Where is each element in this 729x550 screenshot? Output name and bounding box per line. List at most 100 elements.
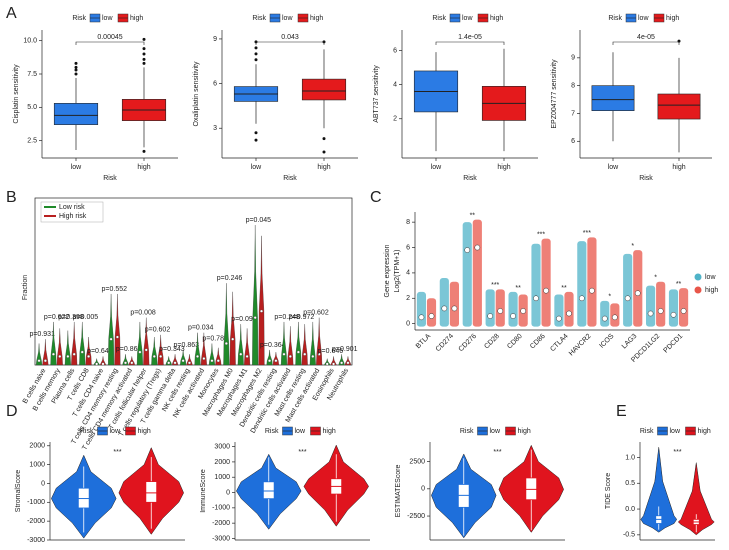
legend-label: high [323, 428, 336, 435]
mean-dot [566, 310, 572, 317]
median-dot [95, 362, 99, 366]
mean-dot [441, 305, 448, 312]
p-value: p=0.863 [174, 342, 200, 349]
mean-dot [680, 308, 687, 314]
point-cloud [623, 253, 633, 327]
x-tick-label: low [608, 164, 619, 171]
y-axis-label: EPZ004777 sensitivity [551, 59, 558, 129]
outlier [142, 149, 146, 153]
median-dot [101, 362, 105, 366]
point-cloud [554, 294, 564, 327]
bracket [255, 41, 325, 45]
legend-label: high [138, 428, 151, 435]
x-tick-label: low [71, 164, 82, 171]
median-dot [239, 352, 243, 356]
point-cloud [564, 291, 574, 327]
y-tick-label: 8 [571, 82, 575, 89]
median-dot [196, 354, 199, 358]
p-value: 0.043 [281, 34, 299, 41]
significance: ** [676, 281, 682, 288]
point-cloud [508, 291, 518, 327]
violin [200, 332, 207, 366]
point-cloud [646, 285, 656, 327]
point-cloud [426, 298, 437, 327]
violin [35, 343, 43, 366]
violin [143, 317, 150, 366]
significance: *** [537, 231, 545, 238]
y-tick-label: 8 [406, 219, 410, 226]
y-tick-label: 6 [393, 47, 397, 54]
median-dot [332, 362, 336, 366]
median-dot [260, 309, 263, 313]
y-tick-label: 7.5 [27, 71, 37, 78]
median-dot [288, 354, 292, 358]
y-tick-label: -2000 [27, 518, 45, 525]
mean-dot [589, 287, 595, 294]
mean-dot [624, 295, 631, 302]
mean-dot [611, 314, 618, 321]
point-cloud [449, 281, 459, 327]
mean-dot [601, 315, 608, 322]
y-tick-label: 0.0 [625, 506, 635, 513]
y-axis-label: ImmuneScore [200, 469, 207, 513]
violin [295, 321, 302, 366]
p-value: p=0.248 [274, 314, 300, 321]
outlier [74, 65, 78, 69]
x-tick-label: high [672, 164, 685, 171]
violin [79, 321, 86, 366]
y-tick-label: 5.0 [27, 104, 37, 111]
outlier [74, 72, 78, 76]
significance: ** [561, 285, 567, 292]
median-dot [303, 352, 307, 356]
legend-key [694, 273, 702, 281]
outlier [142, 52, 146, 56]
y-tick-label: 6 [213, 80, 217, 87]
point-cloud [462, 222, 472, 327]
median-dot [282, 352, 286, 356]
p-value: p=0.364 [260, 342, 286, 349]
mean-dot [634, 290, 641, 297]
y-axis-label: TIDE Score [605, 473, 612, 509]
y-tick-label: 7 [571, 110, 575, 117]
violin [56, 328, 63, 366]
p-value: p=0.622 [44, 314, 70, 321]
point-cloud [541, 238, 551, 327]
y-axis-label: Log2(TPM+1) [394, 250, 401, 293]
median-dot [173, 361, 177, 365]
violin [180, 349, 187, 366]
significance: *** [113, 449, 121, 456]
y-tick-label: -1000 [212, 505, 230, 512]
y-axis-label: ESTIMATEScore [395, 465, 402, 518]
median-dot [346, 361, 350, 365]
p-value: p=0.045 [246, 217, 272, 224]
violin [330, 356, 337, 366]
y-tick-label: 3000 [214, 443, 230, 450]
legend-label: low [490, 428, 501, 435]
violin [272, 352, 279, 366]
y-tick-label: 0 [421, 486, 425, 493]
significance: ** [515, 285, 521, 292]
outlier [322, 150, 326, 154]
median-dot [58, 354, 62, 358]
y-tick-label: -0.5 [623, 532, 635, 539]
significance: *** [673, 449, 681, 456]
outlier [254, 46, 258, 50]
significance: *** [493, 449, 501, 456]
legend-label: low [462, 15, 473, 22]
legend-label: low [282, 15, 293, 22]
median-dot [210, 359, 214, 363]
legend-key [694, 286, 702, 294]
median-dot [130, 361, 134, 365]
mean-dot [418, 314, 425, 321]
point-cloud [485, 289, 495, 327]
x-tick-label: PDCD1 [663, 333, 685, 355]
x-tick-label: CD86 [529, 333, 547, 351]
y-tick-label: 3 [213, 125, 217, 132]
mean-dot [578, 295, 585, 302]
violin [266, 349, 273, 366]
panel-label: C [370, 189, 382, 206]
x-tick-label: ICOS [598, 333, 615, 350]
y-tick-label: 2000 [214, 459, 230, 466]
x-tick-label: BTLA [415, 333, 433, 351]
median-dot [188, 361, 191, 365]
